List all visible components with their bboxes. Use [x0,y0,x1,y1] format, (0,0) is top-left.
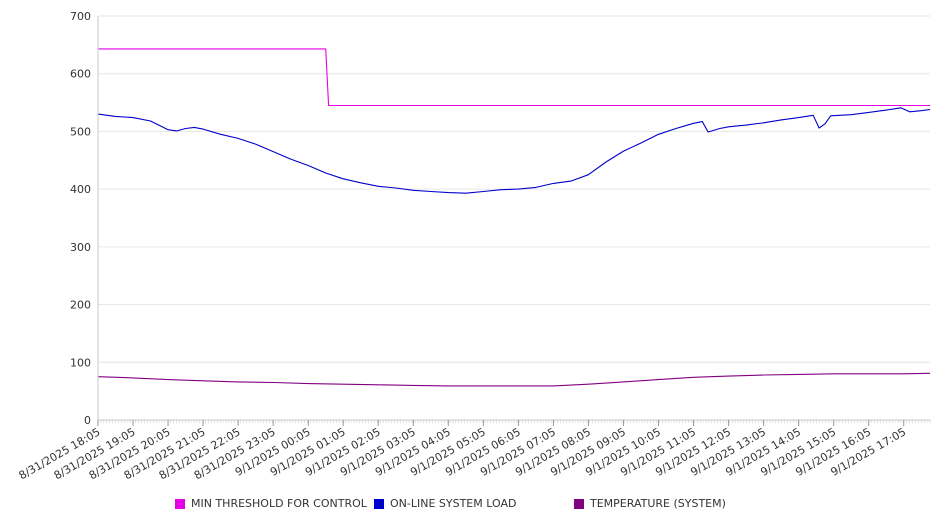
gridlines [98,15,930,421]
x-axis-ticks: 8/31/2025 18:058/31/2025 19:058/31/2025 … [17,420,908,482]
y-tick-label: 100 [70,356,91,369]
series-line-1 [97,107,931,194]
series-line-2 [97,372,931,387]
y-tick-label: 600 [70,68,91,81]
y-tick-label: 500 [70,125,91,138]
legend-swatch [175,498,185,509]
legend-item-temperature[interactable]: TEMPERATURE (SYSTEM) [574,497,726,510]
y-tick-label: 700 [70,10,91,23]
legend-label: ON-LINE SYSTEM LOAD [390,497,517,510]
series-lines [97,48,931,387]
y-tick-label: 0 [84,414,91,427]
legend: MIN THRESHOLD FOR CONTROL ON-LINE SYSTEM… [0,497,946,517]
y-axis-ticks: 0 100 200 300 400 500 600 700 [70,10,91,427]
legend-item-min-threshold[interactable]: MIN THRESHOLD FOR CONTROL [175,497,367,510]
y-tick-label: 300 [70,241,91,254]
legend-swatch [574,498,584,509]
y-tick-label: 400 [70,183,91,196]
legend-label: MIN THRESHOLD FOR CONTROL [191,497,367,510]
legend-swatch [374,498,384,509]
series-line-0 [98,48,930,107]
line-chart: 0 100 200 300 400 500 600 700 8/31/2025 18:058/… [17,10,931,482]
y-tick-label: 200 [70,299,91,312]
legend-item-system-load[interactable]: ON-LINE SYSTEM LOAD [374,497,516,510]
legend-label: TEMPERATURE (SYSTEM) [590,497,726,510]
